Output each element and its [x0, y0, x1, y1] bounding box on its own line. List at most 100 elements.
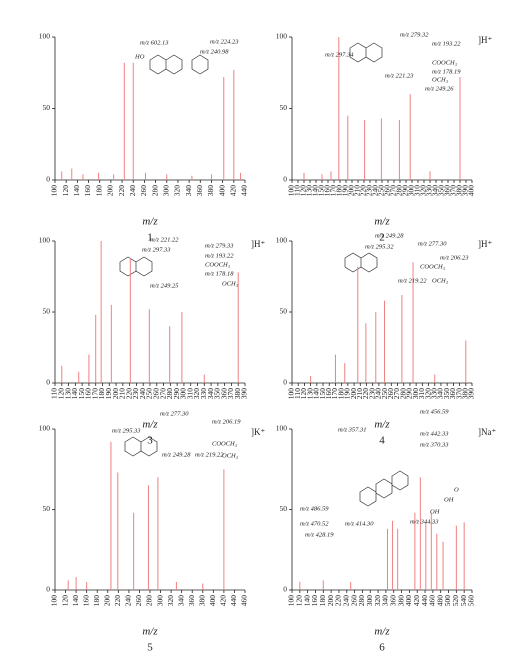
x-tick-label: 140: [311, 185, 320, 197]
x-tick-label: 300: [407, 185, 416, 197]
structure: [149, 54, 209, 75]
x-tick-label: 370: [454, 388, 463, 400]
x-tick-label: 360: [443, 185, 452, 197]
x-tick-label: 160: [84, 388, 93, 400]
y-tick-label: 50: [43, 307, 51, 316]
x-tick-label: 140: [302, 595, 311, 607]
x-tick-label: 250: [145, 388, 154, 400]
x-tick-label: 310: [417, 388, 426, 400]
annotation: m/z 240.98: [200, 48, 229, 55]
panel-number: 2: [379, 232, 385, 244]
x-tick-label: 180: [336, 388, 345, 400]
x-tick-label: 390: [467, 388, 476, 400]
annotation: OH: [430, 508, 440, 515]
annotation: OCH₃: [222, 452, 238, 459]
x-tick-label: 400: [404, 595, 413, 607]
x-tick-label: 230: [365, 185, 374, 197]
annotation: m/z 224.23: [210, 38, 239, 45]
x-tick-label: 340: [206, 388, 215, 400]
annotation: m/z 370.33: [420, 441, 449, 448]
x-tick-label: 200: [349, 388, 358, 400]
x-tick-label: 310: [413, 185, 422, 197]
annotation: COOCH₃: [420, 263, 445, 270]
panel-number: 4: [379, 435, 385, 447]
y-tick-label: 100: [39, 236, 51, 245]
y-tick-label: 100: [39, 32, 51, 41]
structures: [119, 42, 409, 507]
x-axis-label: m/z: [142, 419, 158, 431]
x-tick-label: 120: [299, 185, 308, 197]
x-tick-label: 440: [229, 595, 238, 607]
annotation: m/z 249.28: [162, 451, 191, 458]
annotation: m/z 178.18: [205, 270, 234, 277]
x-tick-label: 220: [359, 185, 368, 197]
y-tick-label: 0: [46, 585, 50, 594]
x-tick-label: 120: [295, 595, 304, 607]
x-tick-label: 440: [240, 185, 249, 197]
x-tick-label: 100: [287, 388, 296, 400]
x-tick-label: 330: [425, 185, 434, 197]
x-tick-label: 320: [373, 595, 382, 607]
x-tick-label: 220: [113, 595, 122, 607]
x-tick-label: 190: [343, 388, 352, 400]
x-tick-label: 260: [349, 595, 358, 607]
annotation: COOCH₃: [205, 261, 230, 268]
x-tick-label: 100: [50, 595, 59, 607]
annotation: m/z 470.52: [300, 520, 329, 527]
x-tick-label: 300: [411, 388, 420, 400]
x-tick-label: 560: [467, 595, 476, 607]
structure: [344, 252, 378, 273]
x-tick-label: 360: [448, 388, 457, 400]
x-tick-label: 380: [206, 185, 215, 197]
x-tick-label: 110: [293, 388, 302, 399]
x-tick-label: 380: [233, 388, 242, 400]
x-tick-label: 240: [138, 388, 147, 400]
x-tick-label: 340: [431, 185, 440, 197]
x-tick-label: 440: [420, 595, 429, 607]
annotation: m/z 297.34: [325, 51, 354, 58]
annotation: m/z 249.26: [425, 85, 454, 92]
x-tick-label: 280: [357, 595, 366, 607]
x-tick-label: 130: [305, 185, 314, 197]
x-tick-label: 120: [60, 595, 69, 607]
x-tick-label: 320: [173, 185, 182, 197]
y-tick-label: 50: [280, 103, 288, 112]
x-tick-label: 200: [106, 185, 115, 197]
x-tick-label: 370: [226, 388, 235, 400]
x-tick-label: 460: [240, 595, 249, 607]
x-tick-label: 290: [405, 388, 414, 400]
x-tick-label: 400: [467, 185, 476, 197]
annotation: m/z 221.23: [385, 72, 414, 79]
annotation: m/z 602.13: [140, 39, 169, 46]
annotation: m/z 428.19: [305, 531, 334, 538]
x-tick-label: 400: [208, 595, 217, 607]
structure: [119, 256, 153, 277]
x-tick-label: 280: [150, 185, 159, 197]
x-tick-label: 320: [192, 388, 201, 400]
x-tick-label: 240: [342, 595, 351, 607]
x-tick-label: 340: [184, 185, 193, 197]
x-tick-label: 390: [240, 388, 249, 400]
x-tick-label: 120: [57, 388, 66, 400]
x-tick-label: 290: [172, 388, 181, 400]
annotation: m/z 357.31: [338, 426, 367, 433]
x-tick-label: 350: [213, 388, 222, 400]
x-tick-label: 290: [401, 185, 410, 197]
x-tick-label: 190: [341, 185, 350, 197]
x-tick-label: 120: [61, 185, 70, 197]
annotation: m/z 206.23: [440, 254, 469, 261]
x-tick-label: 180: [94, 185, 103, 197]
annotation: m/z 279.33: [205, 242, 234, 249]
x-tick-label: 350: [442, 388, 451, 400]
x-tick-label: 220: [361, 388, 370, 400]
x-tick-label: 100: [50, 185, 59, 197]
y-tick-label: 0: [46, 175, 50, 184]
annotation: m/z 249.25: [150, 282, 179, 289]
annotation: m/z 279.32: [400, 31, 429, 38]
x-tick-label: 320: [423, 388, 432, 400]
x-tick-label: 330: [429, 388, 438, 400]
x-tick-label: 250: [380, 388, 389, 400]
x-tick-label: 420: [219, 595, 228, 607]
x-tick-label: 360: [195, 185, 204, 197]
